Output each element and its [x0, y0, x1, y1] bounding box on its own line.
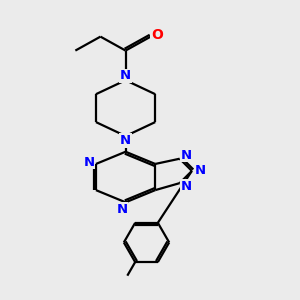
Text: N: N	[181, 180, 192, 193]
Text: N: N	[120, 69, 131, 82]
Text: N: N	[181, 149, 192, 162]
Text: N: N	[120, 134, 131, 147]
Text: O: O	[151, 28, 163, 42]
Text: N: N	[194, 164, 206, 177]
Text: N: N	[83, 156, 94, 169]
Text: N: N	[116, 203, 128, 216]
